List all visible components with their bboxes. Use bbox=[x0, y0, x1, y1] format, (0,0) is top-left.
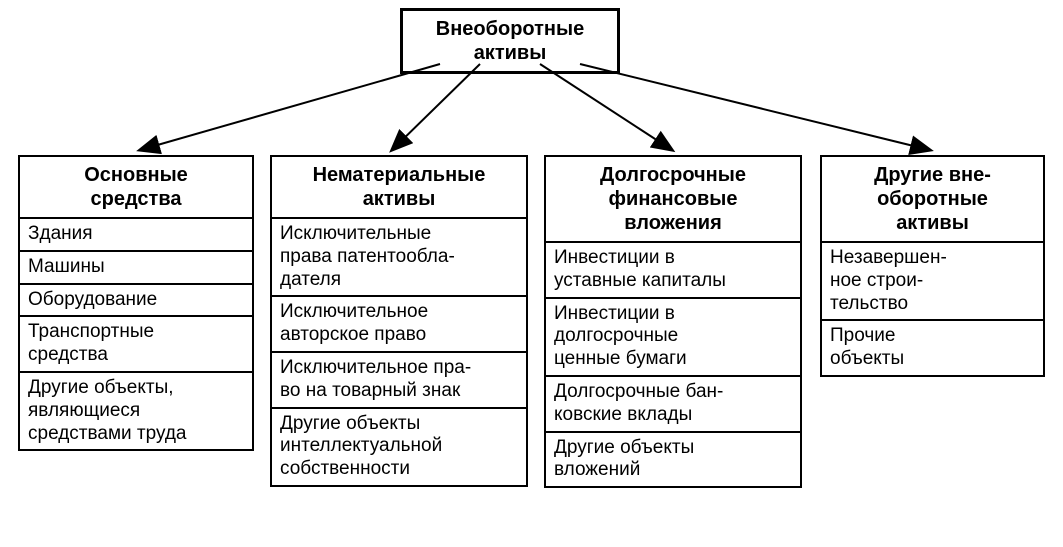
category-item: Оборудование bbox=[18, 285, 254, 318]
category-item: Инвестиции вдолгосрочныеценные бумаги bbox=[544, 299, 802, 377]
category-item: Долгосрочные бан-ковские вклады bbox=[544, 377, 802, 433]
category-header: Долгосрочныефинансовыевложения bbox=[544, 155, 802, 243]
category-box: НематериальныеактивыИсключительныеправа … bbox=[270, 155, 528, 487]
category-box: ДолгосрочныефинансовыевложенияИнвестиции… bbox=[544, 155, 802, 488]
category-item: Инвестиции вуставные капиталы bbox=[544, 243, 802, 299]
category-header: Нематериальныеактивы bbox=[270, 155, 528, 219]
category-item: Исключительное пра-во на товарный знак bbox=[270, 353, 528, 409]
category-item: Транспортныесредства bbox=[18, 317, 254, 373]
category-item: Машины bbox=[18, 252, 254, 285]
category-item: Исключительноеавторское право bbox=[270, 297, 528, 353]
category-item: Другие объектывложений bbox=[544, 433, 802, 489]
category-item: Другие объектыинтеллектуальнойсобственно… bbox=[270, 409, 528, 487]
category-header: Другие вне-оборотныеактивы bbox=[820, 155, 1045, 243]
category-box: ОсновныесредстваЗданияМашиныОборудование… bbox=[18, 155, 254, 451]
category-header: Основныесредства bbox=[18, 155, 254, 219]
category-box: Другие вне-оборотныеактивыНезавершен-ное… bbox=[820, 155, 1045, 377]
category-item: Прочиеобъекты bbox=[820, 321, 1045, 377]
root-node: Внеоборотныеактивы bbox=[400, 8, 620, 74]
category-item: Исключительныеправа патентообла-дателя bbox=[270, 219, 528, 297]
category-item: Здания bbox=[18, 219, 254, 252]
category-item: Незавершен-ное строи-тельство bbox=[820, 243, 1045, 321]
category-item: Другие объекты,являющиесясредствами труд… bbox=[18, 373, 254, 451]
